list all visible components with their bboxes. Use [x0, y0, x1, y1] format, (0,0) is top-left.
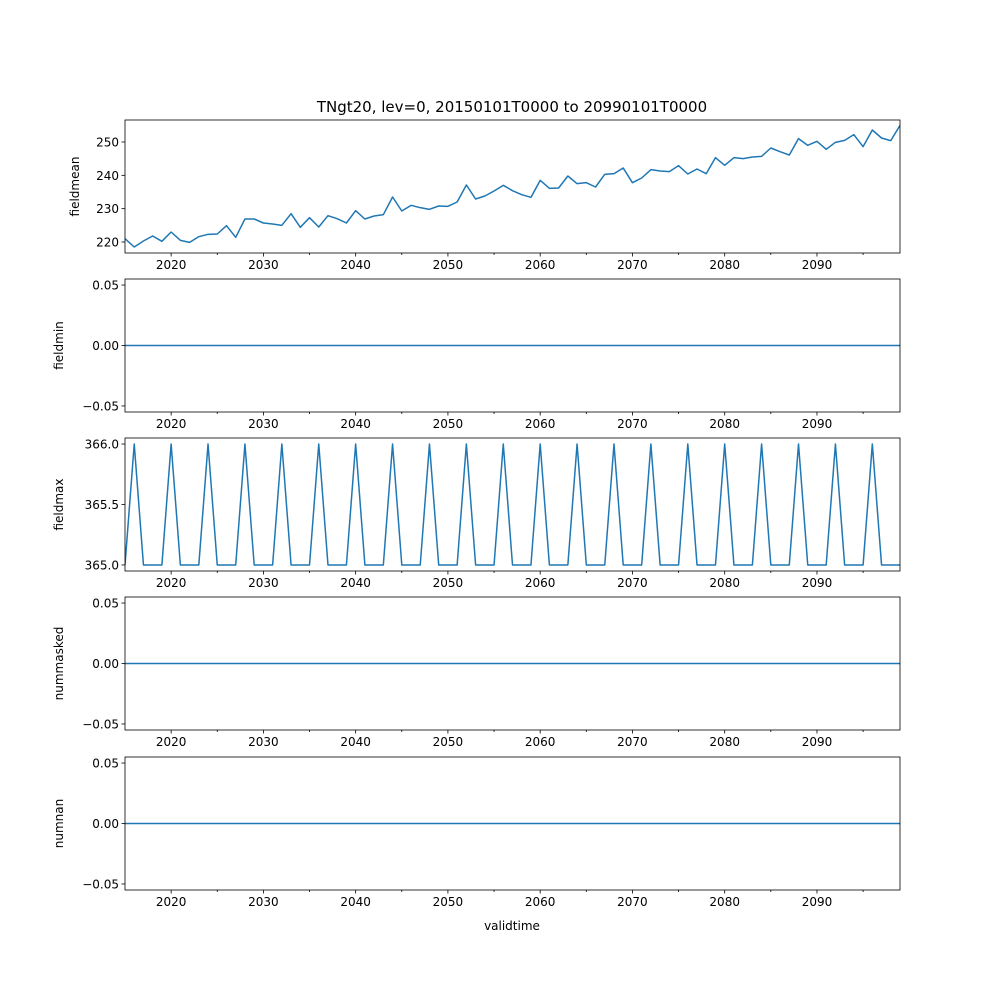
x-tick-label: 2040 — [340, 576, 371, 590]
axes-frame — [124, 437, 901, 572]
y-axis-label: nummasked — [52, 627, 66, 701]
x-tick-label: 2060 — [525, 576, 556, 590]
y-tick-label: 0.05 — [92, 597, 119, 611]
x-tick-label: 2090 — [802, 895, 833, 909]
axes-frame — [124, 119, 901, 254]
y-axis-label: fieldmin — [52, 321, 66, 370]
subplot-nummasked: 2020 2030 2040 2050 2060 2070 2080 2090 −0.05 0.0… — [52, 597, 901, 749]
x-tick-label: 2070 — [617, 417, 648, 431]
y-tick-label: 0.05 — [92, 279, 119, 293]
y-tick-label: 220 — [96, 236, 119, 250]
y-tick-label: 365.5 — [85, 498, 119, 512]
x-tick-label: 2090 — [802, 258, 833, 272]
x-tick-label: 2030 — [248, 895, 279, 909]
x-tick-label: 2060 — [525, 735, 556, 749]
y-axis-label: fieldmax — [52, 478, 66, 530]
x-tick-label: 2040 — [340, 895, 371, 909]
x-tick-label: 2070 — [617, 576, 648, 590]
series-line-fieldmax — [125, 443, 900, 566]
y-axis-label: numnan — [52, 799, 66, 848]
x-tick-label: 2070 — [617, 258, 648, 272]
subplot-fieldmax: 2020 2030 2040 2050 2060 2070 2080 2090 365.0 365… — [52, 437, 901, 590]
x-tick-label: 2080 — [709, 258, 740, 272]
y-tick-label: 366.0 — [85, 438, 119, 452]
y-tick-label: 250 — [96, 136, 119, 150]
x-tick-label: 2040 — [340, 735, 371, 749]
x-tick-label: 2040 — [340, 258, 371, 272]
x-tick-label: 2020 — [156, 576, 187, 590]
y-tick-label: 230 — [96, 202, 119, 216]
x-tick-label: 2040 — [340, 417, 371, 431]
x-tick-label: 2020 — [156, 895, 187, 909]
x-tick-label: 2050 — [433, 735, 464, 749]
subplot-fieldmean: 2020 2030 2040 2050 2060 2070 2080 2090 220 230 24… — [68, 119, 901, 272]
y-tick-label: 365.0 — [85, 558, 119, 572]
x-tick-label: 2060 — [525, 895, 556, 909]
x-tick-label: 2020 — [156, 735, 187, 749]
y-tick-label: −0.05 — [82, 717, 119, 731]
x-tick-label: 2050 — [433, 576, 464, 590]
subplot-numnan: 2020 2030 2040 2050 2060 2070 2080 2090 −0.05 0.0… — [52, 757, 901, 909]
series-line-fieldmean — [125, 124, 900, 248]
subplot-fieldmin: 2020 2030 2040 2050 2060 2070 2080 2090 −0.05 0.0… — [52, 279, 901, 431]
y-tick-label: 0.05 — [92, 757, 119, 771]
y-tick-label: −0.05 — [82, 877, 119, 891]
y-tick-label: 240 — [96, 169, 119, 183]
x-tick-label: 2030 — [248, 576, 279, 590]
x-tick-label: 2020 — [156, 417, 187, 431]
x-tick-label: 2080 — [709, 417, 740, 431]
x-tick-label: 2050 — [433, 258, 464, 272]
x-tick-label: 2030 — [248, 258, 279, 272]
y-tick-label: 0.00 — [92, 339, 119, 353]
x-tick-label: 2030 — [248, 417, 279, 431]
x-tick-label: 2060 — [525, 417, 556, 431]
x-tick-label: 2080 — [709, 576, 740, 590]
x-tick-label: 2050 — [433, 417, 464, 431]
x-tick-label: 2060 — [525, 258, 556, 272]
y-axis-label: fieldmean — [68, 157, 82, 217]
y-tick-label: 0.00 — [92, 817, 119, 831]
y-tick-label: 0.00 — [92, 657, 119, 671]
x-tick-label: 2070 — [617, 735, 648, 749]
x-tick-label: 2070 — [617, 895, 648, 909]
x-tick-label: 2090 — [802, 576, 833, 590]
y-tick-label: −0.05 — [82, 399, 119, 413]
x-tick-label: 2080 — [709, 735, 740, 749]
x-tick-label: 2020 — [156, 258, 187, 272]
chart-title: TNgt20, lev=0, 20150101T0000 to 20990101… — [316, 98, 707, 116]
x-tick-label: 2080 — [709, 895, 740, 909]
x-tick-label: 2050 — [433, 895, 464, 909]
x-tick-label: 2030 — [248, 735, 279, 749]
x-tick-label: 2090 — [802, 417, 833, 431]
x-axis-label: validtime — [484, 919, 540, 933]
x-tick-label: 2090 — [802, 735, 833, 749]
